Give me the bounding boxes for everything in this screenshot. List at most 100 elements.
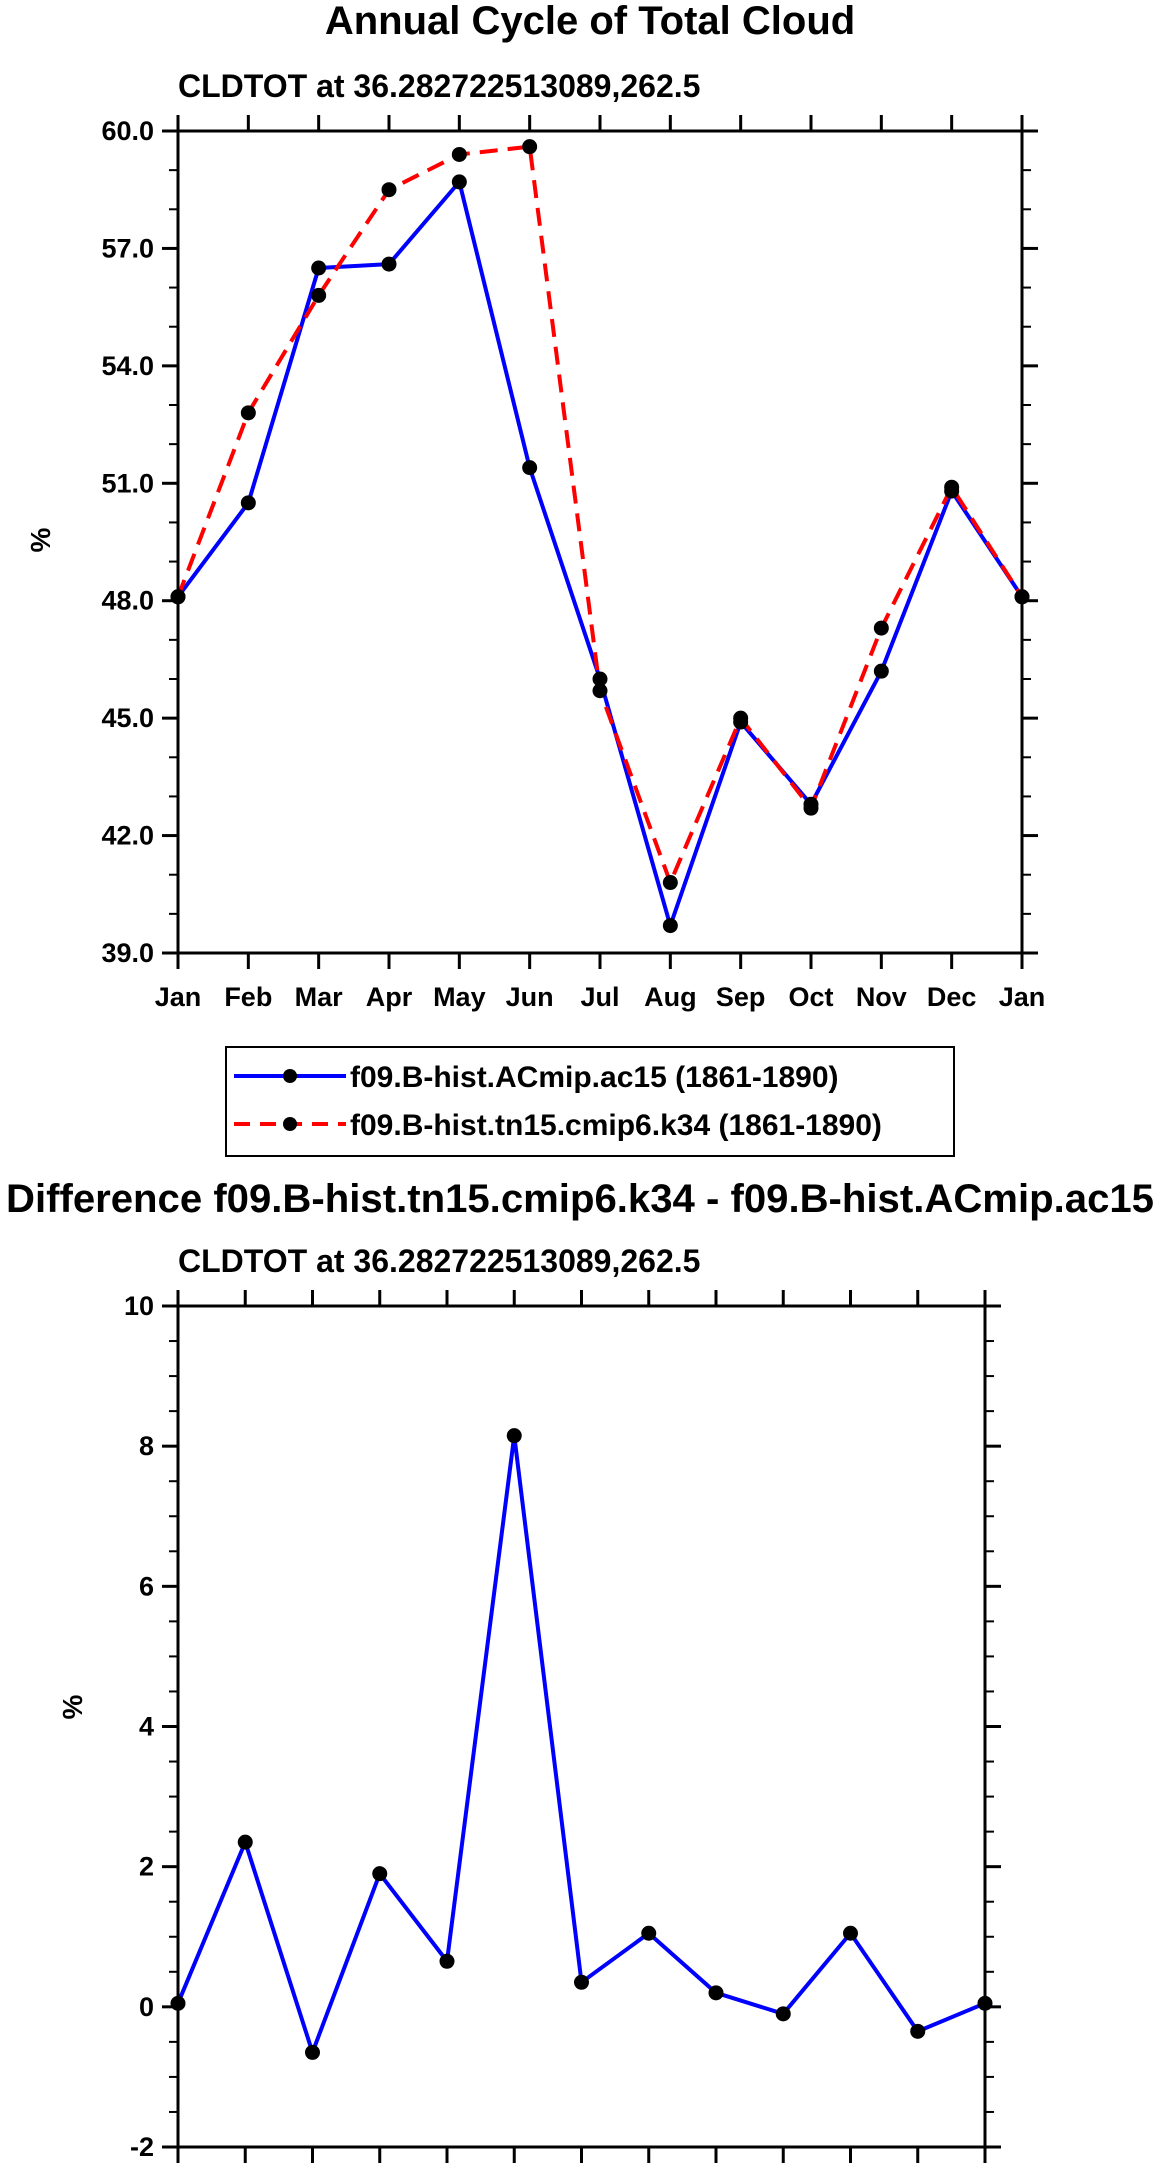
x-tick-label: Dec [893,2176,943,2179]
difference-y-axis-label: % [57,1694,88,1719]
series-1-point [592,683,608,699]
series-1-point [311,287,327,303]
series-0-point [574,1974,589,1990]
series-0-point [311,260,327,276]
y-tick-label: 0 [139,1992,154,2022]
x-tick-label: Dec [927,982,977,1012]
x-tick-label: Nov [825,2176,876,2179]
legend-box [225,1046,955,1157]
legend-entry-ac15: f09.B-hist.ACmip.ac15 (1861-1890) [234,1061,839,1094]
y-tick-label: 4 [139,1712,154,1742]
series-line-1 [176,144,1024,885]
series-1-point [662,875,678,891]
series-0-point [843,1925,858,1941]
series-line-0 [176,1433,986,2055]
series-1-point [451,146,467,162]
series-line-0 [176,179,1024,928]
legend-entry-k34: f09.B-hist.tn15.cmip6.k34 (1861-1890) [234,1109,882,1142]
y-tick-label: 51.0 [101,468,154,498]
series-0-point [662,918,678,934]
y-tick-label: 48.0 [101,586,154,616]
y-tick-label: 39.0 [101,938,154,968]
x-tick-label: May [433,982,486,1012]
y-tick-label: 60.0 [101,116,154,146]
y-tick-label: 45.0 [101,703,154,733]
x-tick-label: Jul [562,2176,601,2179]
difference-chart-subtitle: CLDTOT at 36.282722513089,262.5 [178,1243,700,1279]
x-tick-label: Oct [761,2176,806,2179]
x-tick-label: Jan [155,982,202,1012]
series-0-point [910,2023,926,2039]
series-0-point [506,1428,522,1444]
x-tick-label: Feb [224,982,272,1012]
legend-marker-k34 [283,1117,297,1131]
series-0-point [451,174,467,190]
series-group [170,139,1030,934]
y-tick-label: 10 [124,1291,154,1321]
x-tick-label: Jun [490,2176,538,2179]
series-1-point [873,620,889,636]
axis-ticks [162,115,1038,969]
x-tick-label: Jan [155,2176,202,2179]
chart-title: Annual Cycle of Total Cloud [325,0,855,43]
series-1-point [381,182,397,198]
difference-plot-frame [176,1304,987,2149]
legend-label-k34: f09.B-hist.tn15.cmip6.k34 (1861-1890) [350,1109,882,1142]
series-0-point [775,2006,791,2022]
series-1-point [803,800,819,816]
x-tick-label: Mar [295,982,344,1012]
series-0-point [381,256,397,272]
series-0-point [522,460,538,476]
x-tick-label: Oct [788,982,833,1012]
series-1-point [733,710,749,726]
series-0-point [305,2044,320,2060]
difference-axis-ticks [162,1290,1001,2163]
y-tick-label: 6 [139,1571,154,1601]
series-1-point [240,405,256,421]
x-tick-label: Jul [580,982,619,1012]
chart-subtitle: CLDTOT at 36.282722513089,262.5 [178,68,700,104]
series-1-point [522,139,538,155]
difference-series-group [170,1428,993,2060]
x-tick-label: Sep [691,2176,741,2179]
x-tick-label: Jan [999,982,1046,1012]
y-axis-label: % [25,527,56,552]
x-tick-label: Mar [288,2176,337,2179]
x-tick-label: Sep [716,982,766,1012]
series-0-point [708,1985,724,2001]
x-tick-label: May [421,2176,474,2179]
x-tick-labels: Jan Feb Mar Apr May Jun Jul Aug Sep Oct Nov Dec Jan [155,982,1046,1012]
difference-y-tick-labels: -2 0 2 4 6 8 10 [124,1291,154,2162]
series-0-point [439,1953,455,1969]
x-tick-label: Aug [644,982,696,1012]
difference-chart: Difference f09.B-hist.tn15.cmip6.k34 - f… [6,1177,1154,2179]
x-tick-label: Jan [962,2176,1009,2179]
x-tick-label: Jun [506,982,554,1012]
plot-frame [176,129,1024,955]
y-tick-label: 2 [139,1852,154,1882]
legend: f09.B-hist.ACmip.ac15 (1861-1890) f09.B-… [225,1046,955,1157]
series-1-point [944,479,960,495]
x-tick-label: Aug [623,2176,675,2179]
series-0-point [240,495,256,511]
y-tick-label: 42.0 [101,821,154,851]
y-tick-label: -2 [130,2132,154,2162]
series-0-point [372,1866,388,1882]
series-0-point [237,1834,253,1850]
x-tick-label: Apr [357,2176,404,2179]
y-tick-labels: 39.0 42.0 45.0 48.0 51.0 54.0 57.0 60.0 [101,116,154,968]
series-0-point [592,671,608,687]
x-tick-label: Feb [221,2176,269,2179]
y-tick-label: 54.0 [101,351,154,381]
difference-chart-title: Difference f09.B-hist.tn15.cmip6.k34 - f… [6,1177,1154,1221]
legend-label-ac15: f09.B-hist.ACmip.ac15 (1861-1890) [350,1061,839,1094]
y-tick-label: 8 [139,1431,154,1461]
series-0-point [873,663,889,679]
x-tick-label: Nov [856,982,907,1012]
y-tick-label: 57.0 [101,233,154,263]
legend-marker-ac15 [283,1069,297,1083]
annual-cycle-chart: Annual Cycle of Total Cloud CLDTOT at 36… [25,0,1045,1012]
x-tick-label: Apr [366,982,413,1012]
difference-x-tick-labels: Jan Feb Mar Apr May Jun Jul Aug Sep Oct Nov Dec Jan [155,2176,1009,2179]
